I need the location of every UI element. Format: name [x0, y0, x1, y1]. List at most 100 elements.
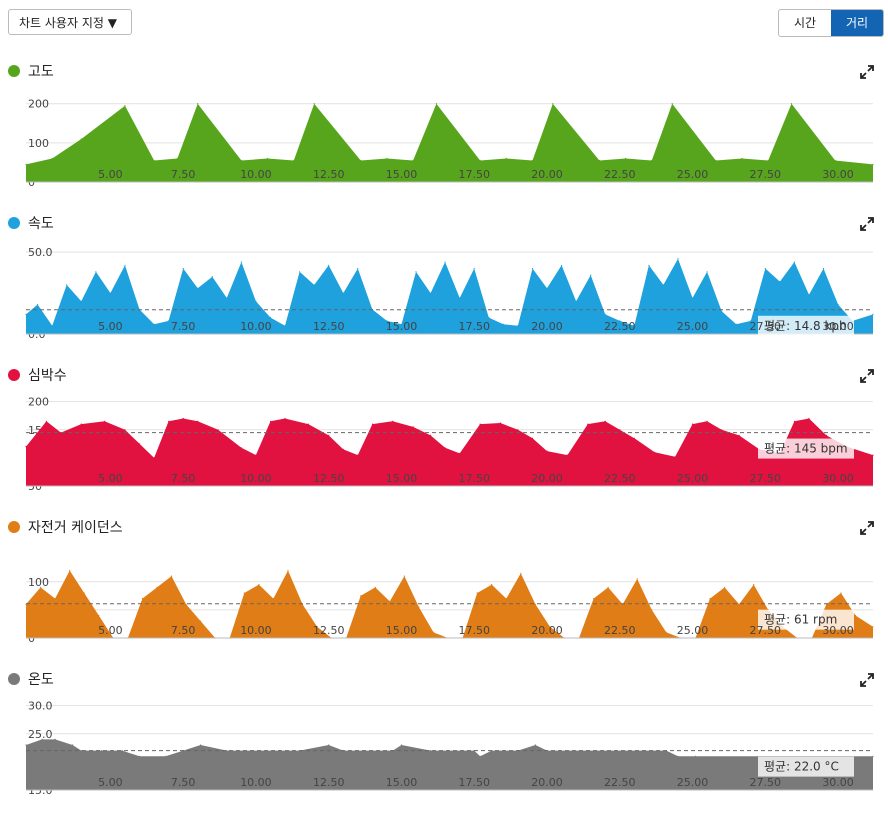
- data-point: [724, 586, 726, 588]
- data-point: [750, 320, 752, 322]
- data-point: [287, 569, 289, 572]
- data-point: [124, 429, 126, 431]
- expand-icon[interactable]: [859, 368, 875, 384]
- x-tick-label: 22.50: [604, 168, 636, 181]
- chart-plot[interactable]: 100500평균: 61 rpm5.007.5010.0012.5015.001…: [0, 540, 888, 668]
- data-point: [840, 592, 842, 594]
- data-point: [837, 303, 839, 306]
- expand-icon[interactable]: [859, 672, 875, 688]
- x-tick-label: 12.50: [313, 776, 345, 789]
- data-point: [357, 454, 359, 456]
- data-point: [400, 744, 403, 746]
- data-point: [808, 417, 810, 420]
- data-point: [674, 456, 676, 458]
- expand-icon[interactable]: [859, 216, 875, 232]
- data-point: [156, 586, 158, 588]
- data-point: [240, 261, 242, 263]
- data-point: [505, 598, 507, 600]
- data-point: [109, 292, 111, 294]
- data-point: [825, 434, 828, 436]
- x-tick-label: 27.50: [750, 472, 782, 485]
- data-point: [654, 451, 656, 453]
- expand-icon[interactable]: [859, 64, 875, 80]
- customize-charts-dropdown[interactable]: 차트 사용자 지정 ▼: [8, 9, 132, 35]
- data-point: [258, 584, 260, 586]
- chart-plot[interactable]: 50.00.0평균: 14.8 kph5.007.5010.0012.5015.…: [0, 236, 888, 364]
- data-point: [342, 448, 344, 450]
- series-area: [26, 103, 873, 182]
- x-tick-label: 20.00: [531, 624, 563, 637]
- data-point: [546, 450, 548, 452]
- data-point: [386, 157, 388, 160]
- data-point: [625, 157, 627, 160]
- data-point: [284, 325, 286, 327]
- chart-header: 자전거 케이던스: [8, 518, 123, 538]
- data-point: [269, 317, 272, 319]
- data-point: [243, 592, 245, 594]
- series-area: [26, 570, 873, 638]
- data-point: [360, 159, 362, 162]
- data-point: [709, 598, 711, 600]
- series-dot-icon: [8, 369, 20, 381]
- data-point: [721, 429, 723, 431]
- data-point: [479, 755, 481, 757]
- x-tick-label: 30.00: [822, 776, 854, 789]
- x-tick-label: 25.00: [677, 320, 709, 333]
- chart-plot[interactable]: 20010005.007.5010.0012.5015.0017.5020.00…: [0, 84, 888, 212]
- data-point: [517, 325, 519, 327]
- data-point: [51, 157, 53, 160]
- series-dot-icon: [8, 217, 20, 229]
- data-point: [459, 297, 461, 299]
- data-point: [517, 429, 519, 431]
- x-tick-label: 5.00: [98, 472, 123, 485]
- x-tick-label: 20.00: [531, 776, 563, 789]
- series-dot-icon: [8, 65, 20, 77]
- data-point: [342, 292, 344, 294]
- data-point: [665, 631, 667, 633]
- y-tick-label: 25.0: [28, 728, 53, 741]
- chart-title: 심박수: [28, 368, 67, 384]
- data-point: [619, 429, 621, 431]
- x-tick-label: 12.50: [313, 320, 345, 333]
- chart-title: 자전거 케이던스: [28, 520, 123, 536]
- data-point: [412, 159, 414, 162]
- data-point: [51, 325, 53, 327]
- chart-header: 고도: [8, 62, 54, 82]
- average-label-bg: [758, 315, 854, 336]
- data-point: [671, 103, 673, 105]
- x-tick-label: 17.50: [458, 320, 490, 333]
- chart-plot[interactable]: 30.025.020.015.0평균: 22.0 °C5.007.5010.00…: [0, 692, 888, 820]
- data-point: [240, 159, 242, 162]
- x-tick-label: 10.00: [240, 624, 272, 637]
- data-point: [767, 159, 769, 162]
- x-tick-label: 15.00: [386, 168, 418, 181]
- data-point: [45, 420, 48, 422]
- data-point: [307, 423, 309, 425]
- data-point: [269, 420, 272, 422]
- data-point: [95, 271, 97, 273]
- data-point: [25, 744, 27, 746]
- data-point: [386, 320, 388, 322]
- chart-title: 온도: [28, 672, 54, 688]
- toggle-distance-button[interactable]: 거리: [831, 10, 883, 36]
- data-point: [793, 261, 796, 263]
- chart-section: 자전거 케이던스100500평균: 61 rpm5.007.5010.0012.…: [0, 516, 888, 666]
- data-point: [834, 159, 836, 162]
- x-tick-label: 7.50: [171, 624, 196, 637]
- x-tick-label: 25.00: [677, 776, 709, 789]
- y-tick-label: 50.0: [28, 246, 53, 259]
- x-tick-label: 12.50: [313, 624, 345, 637]
- data-point: [534, 603, 537, 605]
- toggle-time-button[interactable]: 시간: [793, 16, 817, 30]
- data-point: [69, 569, 71, 572]
- chart-plot[interactable]: 20015010050평균: 145 bpm5.007.5010.0012.50…: [0, 388, 888, 516]
- data-point: [412, 426, 414, 428]
- data-point: [505, 157, 507, 160]
- data-point: [240, 447, 242, 449]
- data-point: [328, 434, 330, 436]
- x-tick-label: 22.50: [604, 472, 636, 485]
- data-point: [313, 103, 315, 105]
- expand-icon[interactable]: [859, 520, 875, 536]
- x-tick-label: 7.50: [171, 168, 196, 181]
- x-tick-label: 15.00: [386, 776, 418, 789]
